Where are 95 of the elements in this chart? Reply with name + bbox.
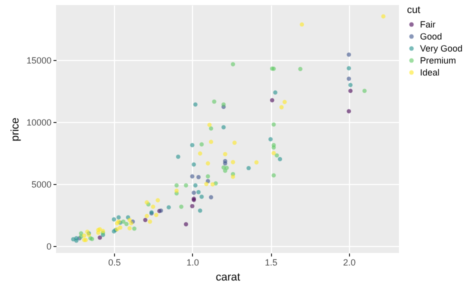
point xyxy=(272,150,276,156)
point xyxy=(192,162,196,167)
x-tick-label: 2.0 xyxy=(343,258,356,268)
point xyxy=(346,109,351,114)
point xyxy=(272,173,276,178)
point xyxy=(132,226,136,231)
point xyxy=(144,214,149,218)
point xyxy=(279,105,284,110)
point xyxy=(362,88,367,94)
point xyxy=(204,182,208,186)
point xyxy=(174,188,179,193)
legend-title: cut xyxy=(407,5,421,16)
point xyxy=(116,215,121,220)
legend-label: Fair xyxy=(420,20,436,30)
x-tick-label: 0.5 xyxy=(108,258,121,268)
point xyxy=(208,140,214,144)
point xyxy=(196,174,201,180)
point xyxy=(348,88,353,94)
point xyxy=(154,212,158,218)
point xyxy=(282,100,287,104)
point xyxy=(230,160,236,164)
point xyxy=(127,218,132,222)
point xyxy=(150,204,156,209)
point xyxy=(230,174,236,179)
point xyxy=(254,160,259,164)
point xyxy=(176,154,180,159)
point xyxy=(174,183,179,188)
legend-label: Very Good xyxy=(420,44,463,54)
point xyxy=(346,52,351,57)
point xyxy=(206,161,210,166)
point xyxy=(278,157,282,162)
point xyxy=(184,183,188,188)
point xyxy=(190,143,194,148)
point xyxy=(192,190,196,195)
point xyxy=(78,231,84,236)
point xyxy=(124,222,129,226)
point xyxy=(184,222,188,226)
point xyxy=(98,236,102,240)
point xyxy=(193,183,198,188)
point xyxy=(230,62,236,66)
y-tick-label: 0 xyxy=(46,241,52,252)
point xyxy=(198,151,202,156)
legend-label: Good xyxy=(420,32,442,42)
point xyxy=(381,14,386,19)
point xyxy=(346,76,351,81)
point xyxy=(193,102,198,107)
x-axis-title: carat xyxy=(216,272,240,283)
point xyxy=(190,204,194,208)
y-axis-title: price xyxy=(9,118,22,142)
point xyxy=(179,204,184,209)
y-tick-label: 10000 xyxy=(26,118,52,128)
point xyxy=(272,122,276,127)
point xyxy=(200,142,204,147)
legend-label: Ideal xyxy=(420,68,440,78)
point xyxy=(246,166,251,170)
y-tick-label: 15000 xyxy=(26,56,52,66)
point xyxy=(196,190,201,194)
point xyxy=(348,82,353,88)
point xyxy=(148,220,152,224)
point xyxy=(221,102,226,107)
point xyxy=(121,220,126,224)
point xyxy=(74,238,78,243)
point xyxy=(268,137,273,142)
point xyxy=(270,98,274,102)
x-tick-label: 1.0 xyxy=(186,258,200,268)
point xyxy=(82,234,86,238)
point xyxy=(208,126,214,131)
point xyxy=(273,90,278,95)
point xyxy=(298,66,302,72)
legend-label: Premium xyxy=(420,56,456,66)
point xyxy=(274,153,279,158)
point xyxy=(212,99,216,104)
point xyxy=(206,174,210,178)
point xyxy=(156,198,160,202)
point xyxy=(207,122,212,127)
x-tick-label: 1.5 xyxy=(264,258,278,268)
point xyxy=(223,168,228,173)
point xyxy=(210,182,215,187)
point xyxy=(143,218,148,222)
point xyxy=(300,22,304,27)
point xyxy=(118,226,122,230)
point xyxy=(112,217,116,222)
y-tick-label: 5000 xyxy=(31,180,52,190)
point xyxy=(272,145,276,150)
point xyxy=(232,140,237,145)
point xyxy=(221,125,226,130)
point xyxy=(190,174,194,178)
point xyxy=(127,226,132,230)
point xyxy=(346,66,351,70)
point xyxy=(96,230,100,235)
point xyxy=(208,195,214,200)
point xyxy=(166,205,171,210)
point xyxy=(223,152,228,156)
point xyxy=(198,208,202,213)
point xyxy=(200,194,204,199)
